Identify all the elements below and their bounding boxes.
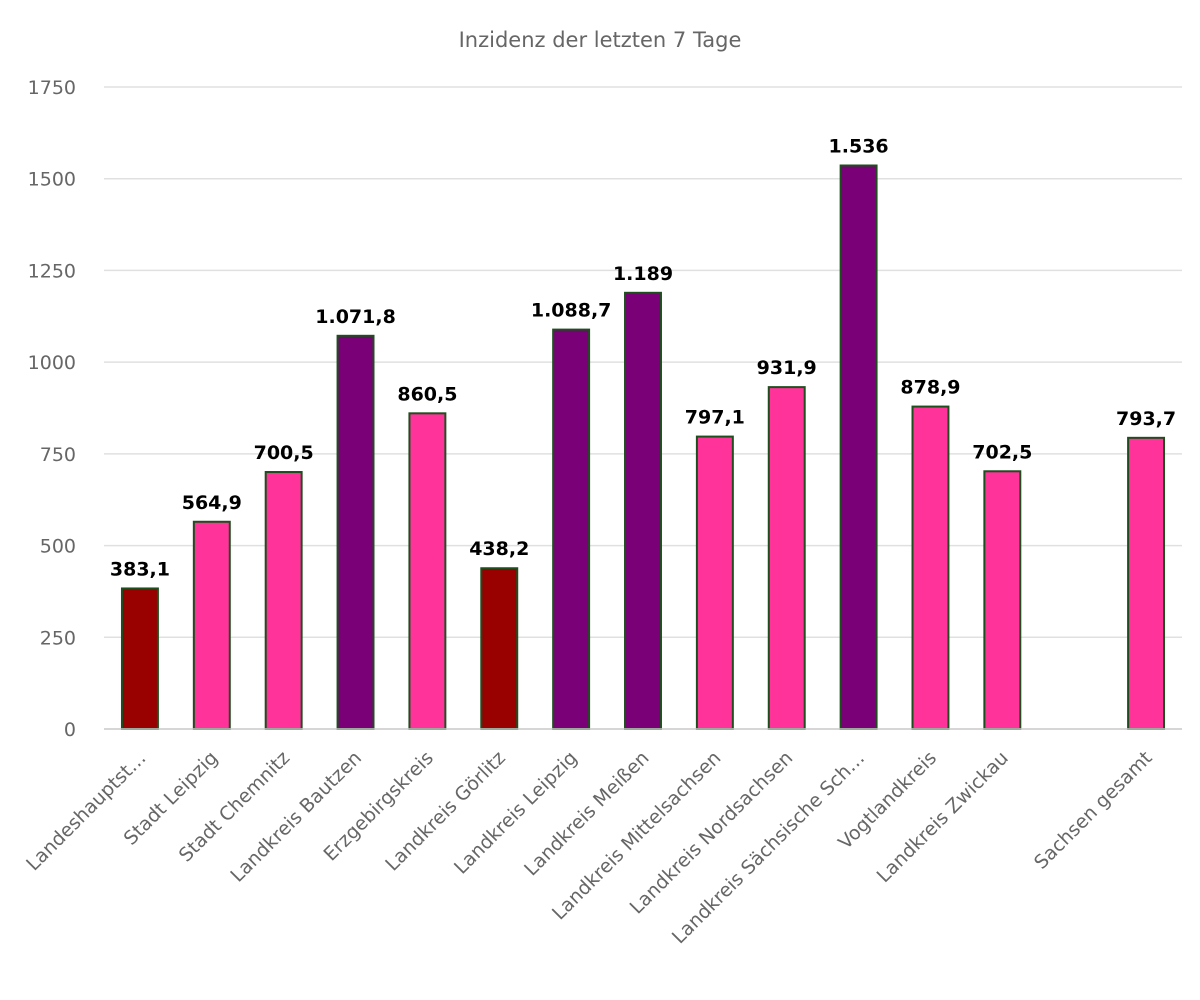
data-label: 438,2 xyxy=(469,538,529,560)
bar xyxy=(552,328,591,730)
x-tick-label: Landeshauptst… xyxy=(22,747,150,875)
x-tick-label: Landkreis Görlitz xyxy=(381,747,510,876)
x-tick-label: Landkreis Bautzen xyxy=(226,747,366,887)
x-tick-label: Sachsen gesamt xyxy=(1030,747,1157,874)
bar xyxy=(480,567,519,731)
x-tick-label: Landkreis Leipzig xyxy=(450,747,582,879)
y-tick-label: 1750 xyxy=(28,77,76,99)
bar xyxy=(911,405,950,730)
y-tick-label: 500 xyxy=(40,536,76,558)
data-label: 383,1 xyxy=(110,558,170,580)
bar xyxy=(767,386,806,730)
data-label: 931,9 xyxy=(757,357,817,379)
bar xyxy=(695,435,734,730)
bar xyxy=(192,520,231,730)
data-label: 702,5 xyxy=(972,441,1032,463)
data-label: 860,5 xyxy=(397,383,457,405)
data-label: 1.088,7 xyxy=(531,300,612,322)
data-label: 1.189 xyxy=(613,263,673,285)
y-tick-label: 1250 xyxy=(28,260,76,282)
data-label: 797,1 xyxy=(685,407,745,429)
data-label: 700,5 xyxy=(254,442,314,464)
data-label: 1.536 xyxy=(829,136,889,158)
bar xyxy=(983,470,1022,730)
bar xyxy=(336,334,375,730)
bar xyxy=(408,412,447,730)
bar xyxy=(1127,436,1166,730)
data-label: 564,9 xyxy=(182,492,242,514)
y-axis-ticks: 0 250 500 750 1000 1250 1500 1750 xyxy=(28,77,76,741)
chart-title: Inzidenz der letzten 7 Tage xyxy=(459,28,742,52)
data-labels: 383,1564,9700,51.071,8860,5438,21.088,71… xyxy=(110,136,1176,581)
y-tick-label: 250 xyxy=(40,627,76,649)
y-tick-label: 750 xyxy=(40,444,76,466)
bar xyxy=(839,164,878,730)
bar xyxy=(624,291,662,730)
y-tick-label: 0 xyxy=(64,719,76,741)
data-label: 793,7 xyxy=(1116,408,1176,430)
bars xyxy=(120,164,1166,731)
bar xyxy=(264,471,303,730)
data-label: 1.071,8 xyxy=(315,306,396,328)
x-tick-label: Landkreis Meißen xyxy=(520,747,653,880)
x-tick-label: Landkreis Zwickau xyxy=(873,747,1013,887)
y-tick-label: 1500 xyxy=(28,169,76,191)
bar xyxy=(120,587,159,730)
data-label: 878,9 xyxy=(900,377,960,399)
y-tick-label: 1000 xyxy=(28,352,76,374)
